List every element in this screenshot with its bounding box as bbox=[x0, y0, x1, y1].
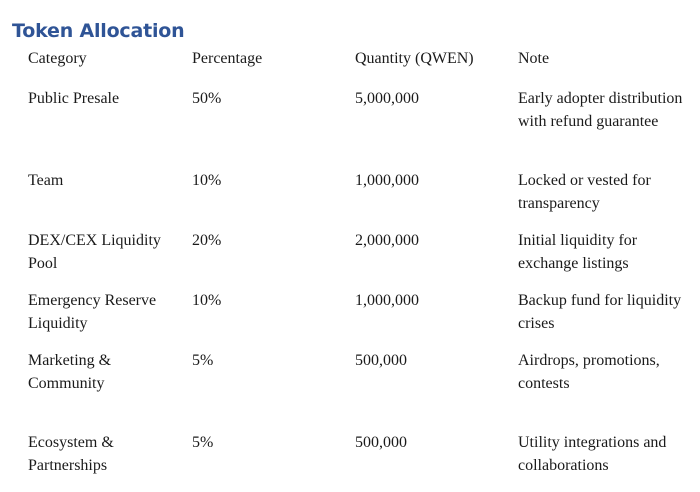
header-quantity: Quantity (QWEN) bbox=[355, 50, 474, 67]
table-row: Marketing & Community 5% 500,000 Airdrop… bbox=[28, 350, 688, 432]
quantity-cell: 5,000,000 bbox=[355, 90, 419, 107]
note-cell: Utility integrations and collaborations bbox=[518, 434, 667, 474]
table-row: Team 10% 1,000,000 Locked or vested for … bbox=[28, 170, 688, 230]
percentage-cell: 5% bbox=[192, 352, 214, 369]
header-category: Category bbox=[28, 50, 87, 67]
note-cell: Early adopter distribution with refund g… bbox=[518, 90, 683, 130]
table-row: Public Presale 50% 5,000,000 Early adopt… bbox=[28, 88, 688, 170]
percentage-cell: 20% bbox=[192, 232, 222, 249]
percentage-cell: 50% bbox=[192, 90, 222, 107]
header-percentage: Percentage bbox=[192, 50, 263, 67]
quantity-cell: 2,000,000 bbox=[355, 232, 419, 249]
percentage-cell: 10% bbox=[192, 172, 222, 189]
category-cell: Emergency Reserve Liquidity bbox=[28, 292, 157, 332]
category-cell: Team bbox=[28, 172, 64, 189]
table-row: Ecosystem & Partnerships 5% 500,000 Util… bbox=[28, 432, 688, 492]
note-cell: Locked or vested for transparency bbox=[518, 172, 651, 212]
section-heading: Token Allocation bbox=[12, 20, 185, 42]
percentage-cell: 10% bbox=[192, 292, 222, 309]
percentage-cell: 5% bbox=[192, 434, 214, 451]
token-allocation-table: Category Percentage Quantity (QWEN) Note… bbox=[28, 48, 688, 492]
note-cell: Backup fund for liquidity crises bbox=[518, 292, 682, 332]
table-header-row: Category Percentage Quantity (QWEN) Note bbox=[28, 48, 688, 88]
quantity-cell: 1,000,000 bbox=[355, 172, 419, 189]
category-cell: Ecosystem & Partnerships bbox=[28, 434, 114, 474]
quantity-cell: 500,000 bbox=[355, 434, 407, 451]
table-row: Emergency Reserve Liquidity 10% 1,000,00… bbox=[28, 290, 688, 350]
note-cell: Initial liquidity for exchange listings bbox=[518, 232, 638, 272]
note-cell: Airdrops, promotions, contests bbox=[518, 352, 660, 392]
quantity-cell: 500,000 bbox=[355, 352, 407, 369]
category-cell: DEX/CEX Liquidity Pool bbox=[28, 232, 161, 272]
category-cell: Marketing & Community bbox=[28, 352, 112, 392]
table-row: DEX/CEX Liquidity Pool 20% 2,000,000 Ini… bbox=[28, 230, 688, 290]
quantity-cell: 1,000,000 bbox=[355, 292, 419, 309]
header-note: Note bbox=[518, 50, 550, 67]
category-cell: Public Presale bbox=[28, 90, 120, 107]
